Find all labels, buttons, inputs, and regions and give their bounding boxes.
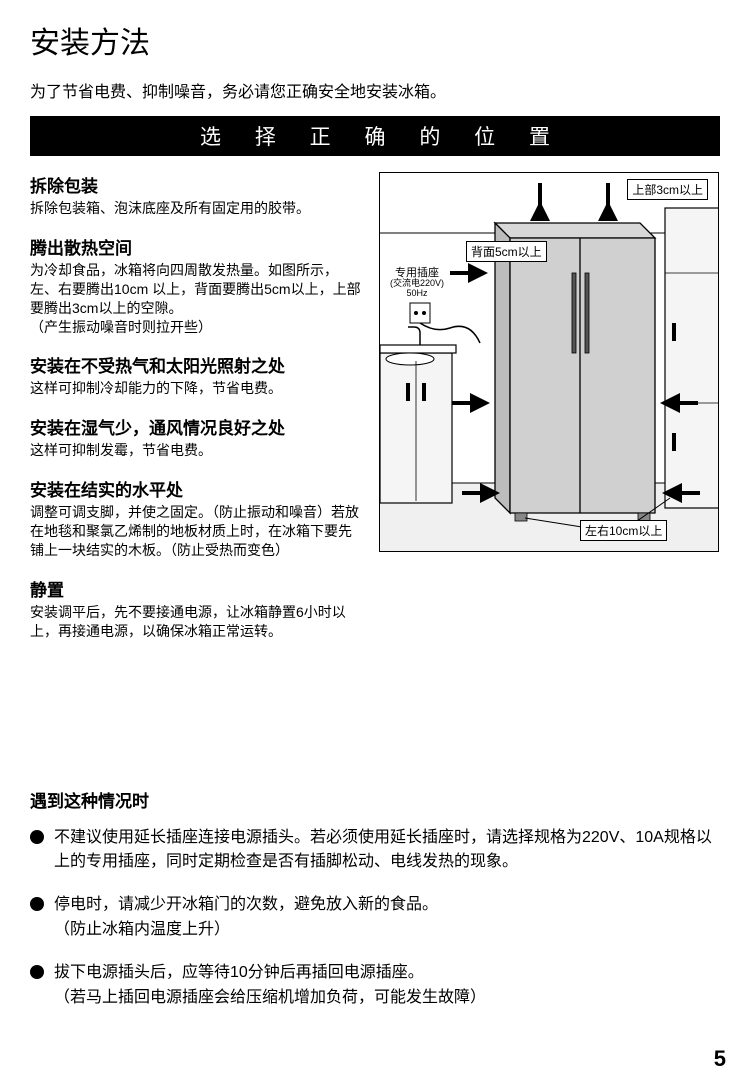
section-heading: 腾出散热空间 (30, 234, 363, 259)
note-text: 不建议使用延长插座连接电源插头。若必须使用延长插座时，请选择规格为220V、10… (54, 826, 720, 876)
section-body: 这样可抑制发霉，节省电费。 (30, 441, 363, 460)
section: 安装在不受热气和太阳光照射之处这样可抑制冷却能力的下降，节省电费。 (30, 352, 363, 398)
note-item: 停电时，请减少开冰箱门的次数，避免放入新的食品。 （防止冰箱内温度上升） (30, 893, 720, 943)
page-title: 安装方法 (30, 18, 720, 62)
section: 拆除包装拆除包装箱、泡沫底座及所有固定用的胶带。 (30, 172, 363, 218)
note-item: 拔下电源插头后，应等待10分钟后再插回电源插座。 （若马上插回电源插座会给压缩机… (30, 961, 720, 1011)
section-body: 调整可调支脚，并使之固定。（防止振动和噪音）若放在地毯和聚氯乙烯制的地板材质上时… (30, 503, 363, 560)
note-text: 拔下电源插头后，应等待10分钟后再插回电源插座。 （若马上插回电源插座会给压缩机… (54, 961, 486, 1011)
section-heading: 安装在湿气少，通风情况良好之处 (30, 414, 363, 439)
section: 安装在结实的水平处调整可调支脚，并使之固定。（防止振动和噪音）若放在地毯和聚氯乙… (30, 476, 363, 560)
section-heading: 静置 (30, 576, 363, 601)
notes-heading: 遇到这种情况时 (30, 787, 720, 812)
diagram-svg (380, 173, 719, 552)
bullet-icon (30, 965, 44, 979)
section-heading: 安装在不受热气和太阳光照射之处 (30, 352, 363, 377)
label-top-clearance: 上部3cm以上 (627, 179, 708, 200)
section: 腾出散热空间为冷却食品，冰箱将向四周散发热量。如图所示，左、右要腾出10cm 以… (30, 234, 363, 337)
label-outlet-3: 50Hz (384, 289, 450, 299)
section-body: 这样可抑制冷却能力的下降，节省电费。 (30, 379, 363, 398)
note-text: 停电时，请减少开冰箱门的次数，避免放入新的食品。 （防止冰箱内温度上升） (54, 893, 438, 943)
section-body: 拆除包装箱、泡沫底座及所有固定用的胶带。 (30, 199, 363, 218)
section: 静置安装调平后，先不要接通电源，让冰箱静置6小时以上，再接通电源，以确保冰箱正常… (30, 576, 363, 641)
bullet-icon (30, 830, 44, 844)
section-body: 为冷却食品，冰箱将向四周散发热量。如图所示，左、右要腾出10cm 以上，背面要腾… (30, 261, 363, 337)
section-bar: 选 择 正 确 的 位 置 (30, 116, 720, 156)
section-heading: 安装在结实的水平处 (30, 476, 363, 501)
label-back-clearance: 背面5cm以上 (466, 241, 547, 262)
note-item: 不建议使用延长插座连接电源插头。若必须使用延长插座时，请选择规格为220V、10… (30, 826, 720, 876)
page-number: 5 (714, 1046, 726, 1072)
section-body: 安装调平后，先不要接通电源，让冰箱静置6小时以上，再接通电源，以确保冰箱正常运转… (30, 603, 363, 641)
bullet-icon (30, 897, 44, 911)
section: 安装在湿气少，通风情况良好之处这样可抑制发霉，节省电费。 (30, 414, 363, 460)
label-side-clearance: 左右10cm以上 (580, 520, 667, 541)
left-column: 拆除包装拆除包装箱、泡沫底座及所有固定用的胶带。腾出散热空间为冷却食品，冰箱将向… (30, 172, 363, 657)
section-heading: 拆除包装 (30, 172, 363, 197)
intro-text: 为了节省电费、抑制噪音，务必请您正确安全地安装冰箱。 (30, 78, 720, 102)
installation-diagram: 上部3cm以上 背面5cm以上 左右10cm以上 专用插座 (交流电220V) … (379, 172, 719, 552)
